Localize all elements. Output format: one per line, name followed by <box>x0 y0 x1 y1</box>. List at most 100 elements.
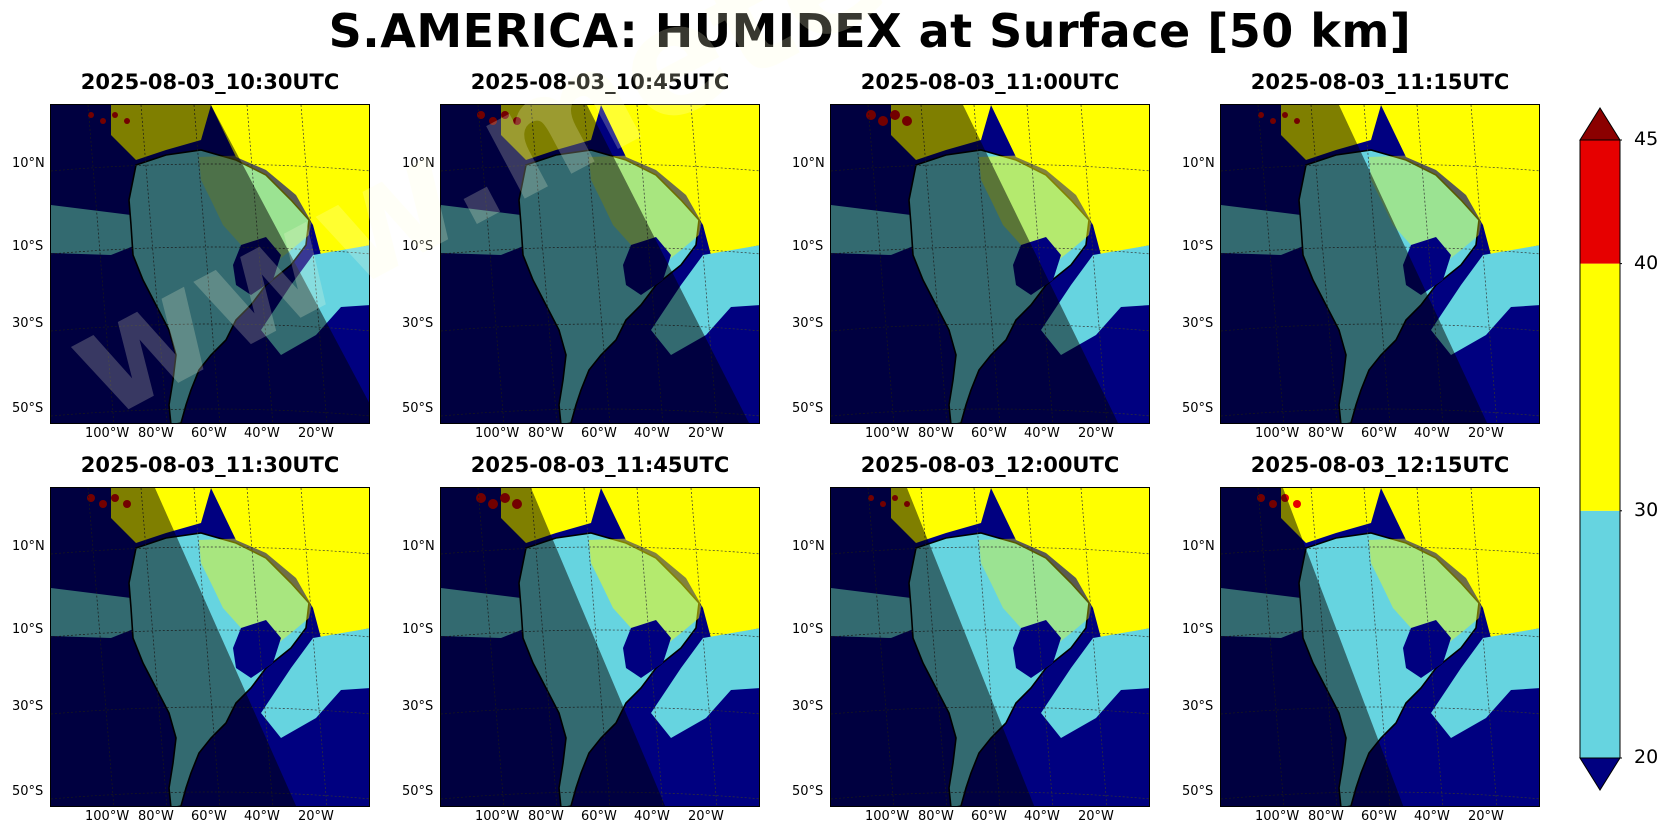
lat-tick-label: 10°S <box>12 622 44 637</box>
lon-tick-label: 100°W <box>1255 809 1300 824</box>
lat-tick-label: 10°S <box>792 239 824 254</box>
lon-tick-label: 40°W <box>1414 426 1450 441</box>
lat-tick-label: 50°S <box>12 784 44 799</box>
night-shade <box>441 488 666 806</box>
lat-tick-label: 50°S <box>402 784 434 799</box>
lat-tick-label: 10°N <box>12 539 45 554</box>
lon-tick-label: 80°W <box>918 426 954 441</box>
lon-tick-label: 100°W <box>85 426 130 441</box>
lat-tick-label: 10°N <box>1182 156 1215 171</box>
colorbar <box>1579 107 1622 791</box>
panel-title: 2025-08-03_11:15UTC <box>1250 70 1510 94</box>
map-panel: 2025-08-03_12:00UTC 10°N 10°S 30°S 50°S 100°W… <box>792 453 1150 824</box>
night-shade <box>831 488 1035 806</box>
night-shade <box>441 105 749 423</box>
lon-tick-label: 80°W <box>528 426 564 441</box>
colorbar-tick-label: 20 <box>1634 746 1659 768</box>
lon-tick-label: 100°W <box>1255 426 1300 441</box>
night-shade <box>831 105 1119 423</box>
lat-tick-label: 30°S <box>12 699 44 714</box>
map-panel: 2025-08-03_11:45UTC 10°N 10°S 30°S 50°S 100°W… <box>402 453 760 824</box>
map-panel: 2025-08-03_10:45UTC 10°N 10°S 30°S 50°S 100°W… <box>402 70 760 441</box>
panel-title: 2025-08-03_12:00UTC <box>860 453 1120 477</box>
panel-title: 2025-08-03_10:30UTC <box>80 70 340 94</box>
lat-tick-label: 30°S <box>792 316 824 331</box>
lat-tick-label: 10°N <box>792 156 825 171</box>
lat-tick-label: 30°S <box>402 699 434 714</box>
lon-tick-label: 40°W <box>1414 809 1450 824</box>
lat-tick-label: 50°S <box>12 401 44 416</box>
lon-tick-label: 60°W <box>971 426 1007 441</box>
map-panel: 2025-08-03_10:30UTC 10°N 10°S 30°S 50°S 100°W… <box>12 70 370 441</box>
map-panel: 2025-08-03_11:00UTC 10°N 10°S 30°S 50°S 100°W… <box>792 70 1150 441</box>
humidex-map <box>1220 487 1540 807</box>
panel-title: 2025-08-03_12:15UTC <box>1250 453 1510 477</box>
lon-tick-label: 60°W <box>1361 809 1397 824</box>
lon-tick-label: 100°W <box>475 426 520 441</box>
lon-tick-label: 80°W <box>918 809 954 824</box>
colorbar-segment <box>1580 140 1620 264</box>
lat-tick-label: 10°S <box>1182 239 1214 254</box>
lat-tick-label: 50°S <box>1182 784 1214 799</box>
night-shade <box>1221 105 1488 423</box>
night-shade <box>51 488 297 806</box>
map-panel: 2025-08-03_11:30UTC 10°N 10°S 30°S 50°S 100°W… <box>12 453 370 824</box>
lat-tick-label: 50°S <box>402 401 434 416</box>
lon-tick-label: 100°W <box>85 809 130 824</box>
colorbar-tick-label: 45 <box>1634 128 1659 150</box>
lat-tick-label: 10°N <box>402 156 435 171</box>
panel-title: 2025-08-03_11:00UTC <box>860 70 1120 94</box>
colorbar-segment <box>1580 263 1620 511</box>
lon-tick-label: 60°W <box>191 426 227 441</box>
lat-tick-label: 10°N <box>12 156 45 171</box>
lon-tick-label: 80°W <box>138 809 174 824</box>
lat-tick-label: 30°S <box>1182 316 1214 331</box>
lon-tick-label: 40°W <box>1024 809 1060 824</box>
panel-title: 2025-08-03_11:45UTC <box>470 453 730 477</box>
lon-tick-label: 100°W <box>865 426 910 441</box>
panel-title: 2025-08-03_11:30UTC <box>80 453 340 477</box>
lon-tick-label: 40°W <box>634 426 670 441</box>
map-panel: 2025-08-03_11:15UTC 10°N 10°S 30°S 50°S 100°W… <box>1182 70 1540 441</box>
lat-tick-label: 50°S <box>792 784 824 799</box>
lon-tick-label: 40°W <box>244 426 280 441</box>
lon-tick-label: 60°W <box>581 426 617 441</box>
main-title: S.AMERICA: HUMIDEX at Surface [50 km] <box>328 4 1412 58</box>
lat-tick-label: 10°S <box>12 239 44 254</box>
lat-tick-label: 50°S <box>792 401 824 416</box>
lon-tick-label: 80°W <box>528 809 564 824</box>
night-shade <box>1221 488 1404 806</box>
humidex-map <box>1220 104 1540 424</box>
lon-tick-label: 20°W <box>298 809 334 824</box>
colorbar-tick-label: 40 <box>1634 251 1659 274</box>
lat-tick-label: 10°N <box>402 539 435 554</box>
lat-tick-label: 50°S <box>1182 401 1214 416</box>
lon-tick-label: 80°W <box>1308 809 1344 824</box>
humidex-map <box>440 104 760 424</box>
lon-tick-label: 60°W <box>191 809 227 824</box>
colorbar-tick-label: 30 <box>1634 498 1659 521</box>
panel-title: 2025-08-03_10:45UTC <box>470 70 730 94</box>
humidex-map <box>830 487 1150 807</box>
lon-tick-label: 100°W <box>475 809 520 824</box>
colorbar-segment <box>1580 510 1620 758</box>
lat-tick-label: 10°S <box>402 239 434 254</box>
colorbar-under-arrow <box>1579 757 1621 791</box>
lat-tick-label: 10°S <box>1182 622 1214 637</box>
lat-tick-label: 30°S <box>402 316 434 331</box>
colorbar-over-arrow <box>1579 107 1621 141</box>
lon-tick-label: 80°W <box>1308 426 1344 441</box>
lon-tick-label: 20°W <box>688 809 724 824</box>
lon-tick-label: 40°W <box>244 809 280 824</box>
lat-tick-label: 30°S <box>1182 699 1214 714</box>
lon-tick-label: 40°W <box>1024 426 1060 441</box>
lon-tick-label: 20°W <box>1078 809 1114 824</box>
night-shade <box>51 105 369 423</box>
lat-tick-label: 10°S <box>792 622 824 637</box>
lon-tick-label: 40°W <box>634 809 670 824</box>
lat-tick-label: 10°N <box>1182 539 1215 554</box>
lon-tick-label: 100°W <box>865 809 910 824</box>
humidex-map <box>50 487 370 807</box>
lon-tick-label: 20°W <box>1078 426 1114 441</box>
humidex-map <box>440 487 760 807</box>
